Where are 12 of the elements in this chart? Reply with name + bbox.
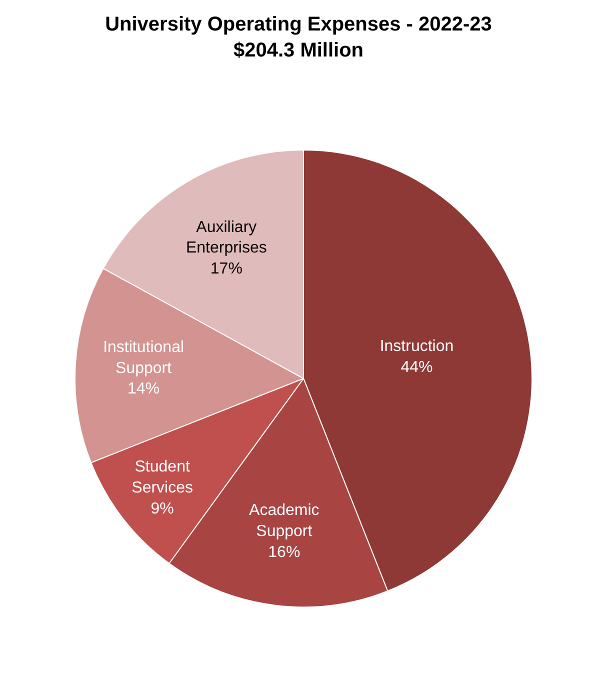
slice-label: Auxiliary Enterprises [186, 218, 267, 257]
data-label: 9% [150, 500, 174, 518]
data-label: 16% [268, 544, 300, 561]
chart-title: University Operating Expenses - 2022-23 [105, 13, 492, 36]
slice-label: Academic Support [249, 502, 320, 540]
data-label: 14% [128, 380, 160, 398]
data-label: 17% [210, 260, 242, 278]
chart-subtitle: $204.3 Million [233, 39, 364, 62]
slice-label: Instruction [380, 338, 454, 355]
data-label: 44% [400, 358, 433, 376]
slice-label: Institutional Support [103, 339, 184, 377]
slice-label: Student Services [132, 458, 194, 496]
